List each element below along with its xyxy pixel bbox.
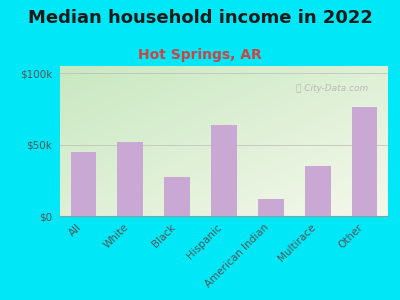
- Bar: [211, 124, 237, 216]
- Bar: [305, 166, 330, 216]
- Text: Hot Springs, AR: Hot Springs, AR: [138, 48, 262, 62]
- Bar: [164, 177, 190, 216]
- Bar: [352, 107, 378, 216]
- Bar: [118, 142, 143, 216]
- Bar: [70, 152, 96, 216]
- Text: Median household income in 2022: Median household income in 2022: [28, 9, 372, 27]
- Text: ⓘ City-Data.com: ⓘ City-Data.com: [296, 84, 368, 93]
- Bar: [258, 199, 284, 216]
